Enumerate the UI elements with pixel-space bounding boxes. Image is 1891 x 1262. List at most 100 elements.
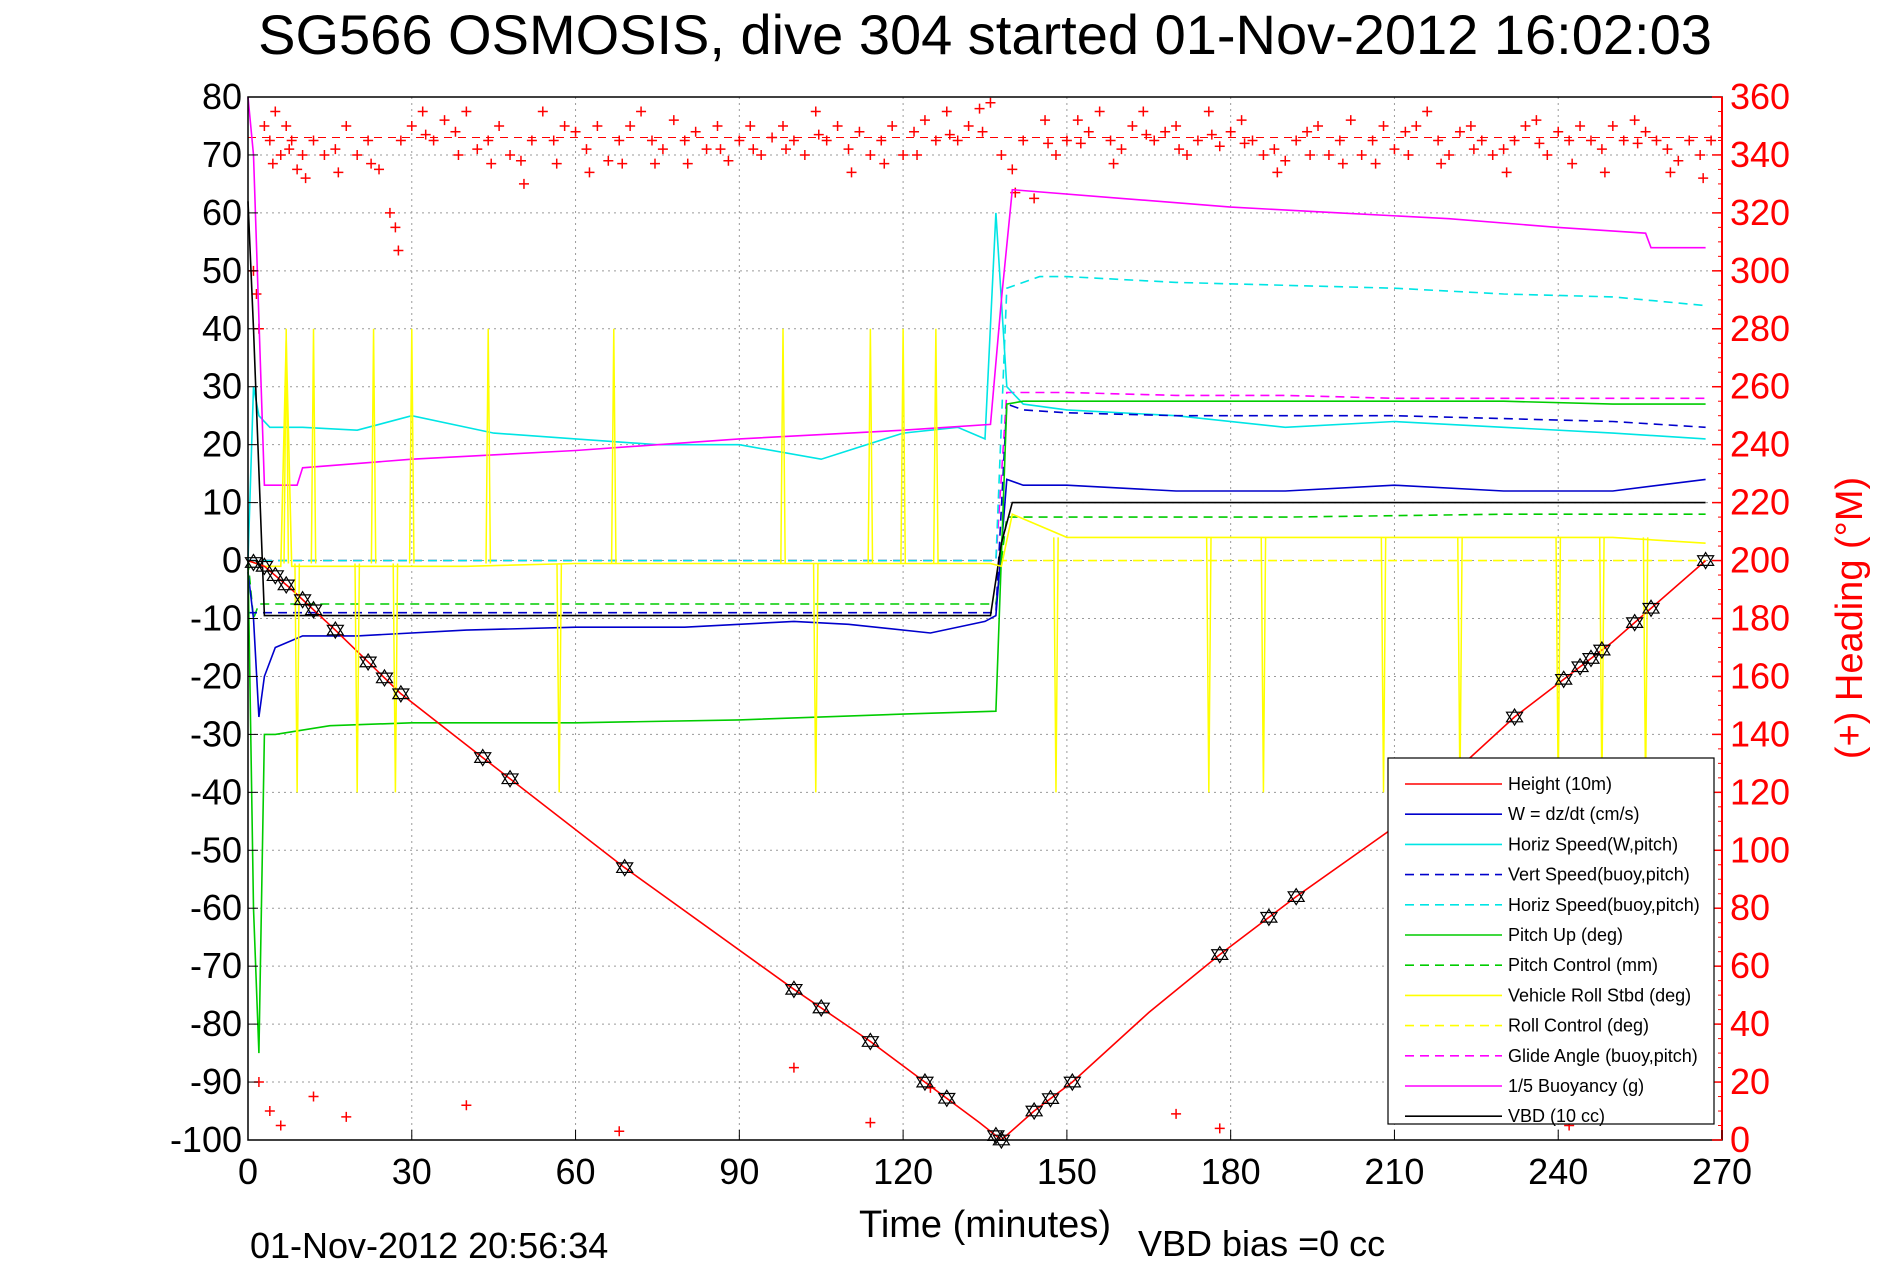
heading-point-89 — [1160, 126, 1171, 137]
heading-point-83 — [1094, 106, 1105, 117]
heading-point-low-1 — [264, 1106, 275, 1117]
series-line-10 — [247, 96, 1706, 487]
heading-point-78-b — [1043, 138, 1054, 149]
legend-label-5: Pitch Up (deg) — [1508, 925, 1623, 945]
heading-point-54-b — [781, 144, 792, 155]
height-marker-19 — [992, 1130, 1011, 1150]
heading-point-132 — [1629, 115, 1640, 126]
heading-point-low-11 — [1214, 1123, 1225, 1134]
right-axis-label: (+) Heading (°M) — [1829, 477, 1871, 759]
roll-spike-7 — [485, 328, 492, 564]
roll-spike-1 — [294, 563, 301, 793]
heading-point-51-b — [748, 144, 759, 155]
heading-point-33 — [548, 135, 559, 146]
roll-spike-10 — [780, 328, 786, 564]
x-tick-label-0: 0 — [238, 1151, 258, 1192]
height-marker-11 — [500, 769, 520, 788]
heading-point-134 — [1651, 135, 1662, 146]
heading-point-9-b — [300, 173, 311, 184]
x-tick-label-7: 210 — [1364, 1151, 1424, 1192]
heading-point-135-b — [1665, 167, 1676, 178]
heading-point-104 — [1323, 149, 1334, 160]
legend-box — [1387, 757, 1715, 1125]
y-right-tick-label-6: 240 — [1730, 424, 1790, 465]
heading-point-106 — [1345, 115, 1356, 126]
heading-point-127 — [1575, 120, 1586, 131]
heading-point-78 — [1040, 115, 1051, 126]
x-tick-label-5: 150 — [1037, 1151, 1097, 1192]
height-marker-20 — [1025, 1101, 1044, 1121]
x-tick-label-6: 180 — [1201, 1151, 1261, 1192]
legend-label-3: Vert Speed(buoy,pitch) — [1508, 865, 1690, 885]
y-right-tick-label-18: 0 — [1730, 1119, 1750, 1160]
roll-spike-3 — [354, 563, 361, 793]
heading-point-111-b — [1403, 149, 1414, 160]
y-tick-label-14: -60 — [190, 887, 242, 928]
legend: Height (10m) W = dz/dt (cm/s) Horiz Speed(… — [1387, 757, 1715, 1126]
series-line-2 — [247, 212, 1706, 561]
roll-spike-17 — [1260, 537, 1267, 793]
roll-spike-0 — [283, 328, 290, 564]
heading-point-55 — [788, 135, 799, 146]
heading-point-103 — [1313, 120, 1324, 131]
height-marker-27 — [1554, 670, 1573, 689]
y-right-tick-label-14: 80 — [1730, 887, 1770, 928]
heading-point-115 — [1444, 149, 1455, 160]
height-marker-32 — [1641, 599, 1661, 618]
x-tick-label-1: 30 — [392, 1151, 432, 1192]
heading-point-19 — [395, 135, 406, 146]
heading-point-70 — [952, 135, 963, 146]
roll-spike-6 — [408, 328, 415, 564]
heading-point-84-b — [1108, 158, 1119, 169]
height-markers — [244, 551, 1715, 1150]
height-marker-28 — [1570, 657, 1590, 676]
y-tick-label-12: -40 — [190, 771, 242, 812]
y-tick-label-7: 10 — [202, 482, 242, 523]
y-right-tick-label-10: 160 — [1730, 655, 1790, 696]
heading-point-122 — [1520, 120, 1531, 131]
heading-point-74 — [996, 149, 1007, 160]
y-tick-label-18: -100 — [170, 1119, 242, 1160]
y-tick-label-5: 30 — [202, 366, 242, 407]
heading-point-114-b — [1436, 158, 1447, 169]
roll-spike-14 — [932, 328, 939, 564]
heading-point-42-b — [649, 158, 660, 169]
heading-point-15-b — [366, 158, 377, 169]
height-marker-10 — [473, 748, 492, 767]
heading-point-82 — [1083, 126, 1094, 137]
y-tick-label-0: 80 — [202, 76, 242, 117]
heading-point-133 — [1640, 126, 1651, 137]
heading-point-39-b — [617, 158, 628, 169]
heading-point-24-b — [453, 149, 464, 160]
heading-point-37 — [592, 120, 603, 131]
heading-point-20 — [406, 120, 417, 131]
height-marker-7 — [359, 652, 378, 672]
y-right-tick-label-3: 300 — [1730, 250, 1790, 291]
heading-point-81-b — [1075, 138, 1086, 149]
heading-point-8 — [292, 164, 303, 175]
roll-spike-15 — [1053, 537, 1059, 793]
heading-point-107 — [1356, 149, 1367, 160]
legend-label-9: Glide Angle (buoy,pitch) — [1508, 1046, 1698, 1066]
series-line-5 — [247, 400, 1706, 1054]
vbd-bias-footer: VBD bias =0 cc — [1138, 1223, 1385, 1262]
heading-point-0-b — [251, 289, 262, 300]
heading-point-2 — [259, 120, 270, 131]
heading-point-48-b — [715, 144, 726, 155]
heading-point-52 — [756, 149, 767, 160]
height-marker-8 — [375, 668, 394, 688]
heading-point-59 — [832, 120, 843, 131]
height-marker-4 — [293, 590, 312, 609]
heading-point-129-b — [1599, 167, 1610, 178]
heading-point-120 — [1498, 144, 1509, 155]
height-marker-24 — [1259, 908, 1278, 927]
height-marker-2 — [266, 566, 285, 585]
heading-point-92 — [1192, 135, 1203, 146]
heading-point-75 — [1007, 164, 1018, 175]
heading-point-57-b — [813, 129, 824, 140]
heading-point-117 — [1465, 120, 1476, 131]
height-marker-33 — [1696, 551, 1715, 570]
heading-point-79 — [1050, 149, 1061, 160]
heading-point-6 — [281, 120, 292, 131]
